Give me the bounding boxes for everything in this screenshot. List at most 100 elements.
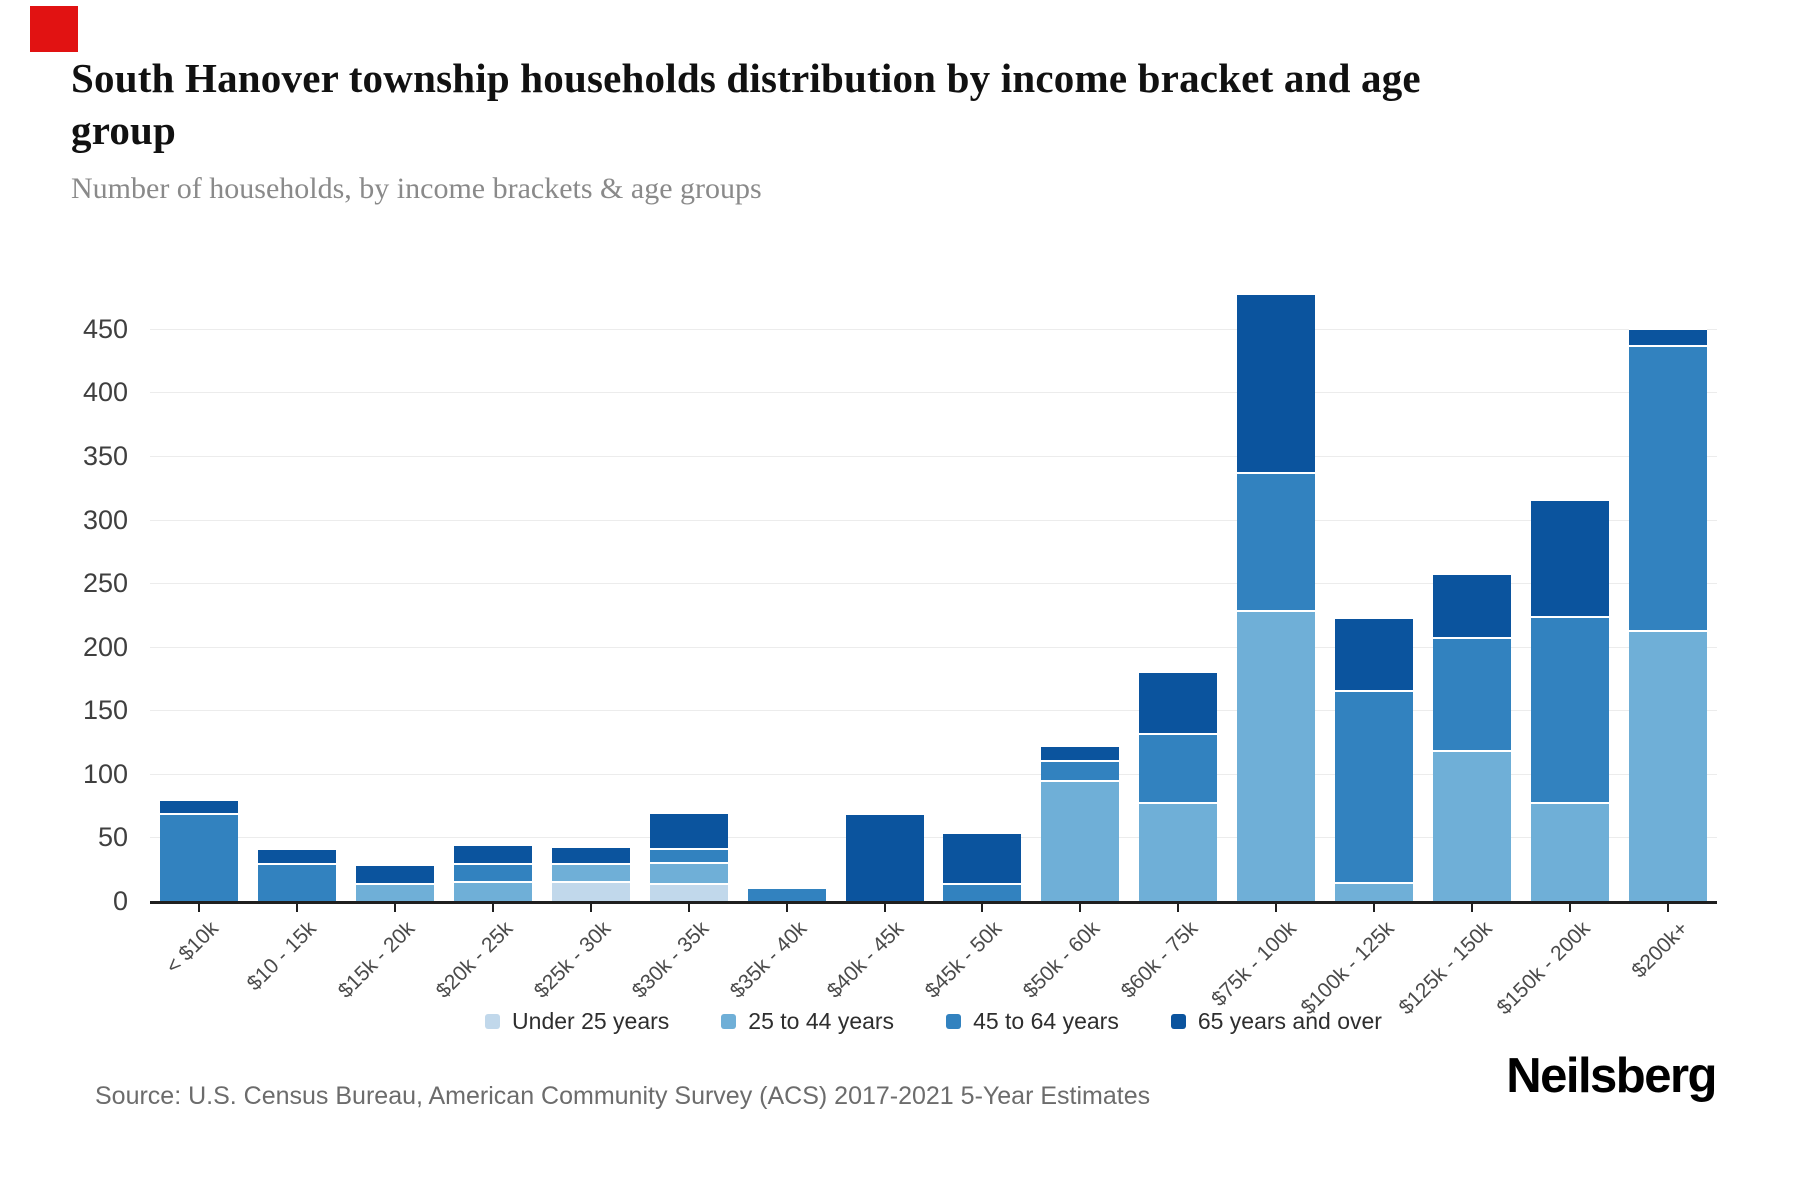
bar-segment-65-years-and-over[interactable]: [159, 799, 238, 814]
x-axis-tick: [981, 904, 984, 912]
gridline-y350: [150, 455, 1717, 457]
bar-segment-65-years-and-over[interactable]: [1531, 499, 1610, 617]
bar-segment-25-to-44-years[interactable]: [1433, 749, 1512, 901]
legend-item-65-years-and-over[interactable]: 65 years and over: [1170, 1008, 1382, 1035]
bar--10k[interactable]: [159, 799, 238, 901]
bar-segment-65-years-and-over[interactable]: [355, 864, 434, 884]
bar--25k-30k[interactable]: [551, 846, 630, 901]
y-axis-tick-label: 100: [82, 758, 128, 789]
y-axis-tick-label: 0: [112, 886, 128, 916]
bar-segment-45-to-64-years[interactable]: [159, 813, 238, 901]
x-axis-tick: [589, 904, 592, 912]
x-axis-tick-label: $10 - 15k: [242, 917, 322, 996]
legend-item-45-to-64-years[interactable]: 45 to 64 years: [946, 1008, 1119, 1035]
bar-segment-65-years-and-over[interactable]: [453, 843, 532, 863]
bar-segment-65-years-and-over[interactable]: [1041, 744, 1120, 760]
y-axis-tick-label: 250: [82, 568, 128, 599]
bar--100k-125k[interactable]: [1335, 617, 1414, 901]
gridline-y300: [150, 519, 1717, 521]
gridline-y50: [150, 837, 1717, 839]
bar-segment-25-to-44-years[interactable]: [1531, 801, 1610, 901]
x-axis-tick-label: $30k - 35k: [627, 917, 713, 1003]
bar-segment-45-to-64-years[interactable]: [1531, 616, 1610, 802]
bar--10-15k[interactable]: [257, 847, 336, 901]
bar-segment-65-years-and-over[interactable]: [257, 847, 336, 863]
legend-item-25-to-44-years[interactable]: 25 to 44 years: [721, 1008, 894, 1035]
legend-swatch-icon: [721, 1014, 737, 1029]
bar--50k-60k[interactable]: [1041, 744, 1120, 901]
bar-segment-25-to-44-years[interactable]: [1139, 801, 1218, 901]
bar-segment-45-to-64-years[interactable]: [1335, 689, 1414, 882]
bar-segment-45-to-64-years[interactable]: [1237, 472, 1316, 610]
x-axis-tick: [1373, 904, 1376, 912]
bar-segment-under-25-years[interactable]: [649, 883, 728, 901]
bar-segment-65-years-and-over[interactable]: [551, 846, 630, 863]
x-axis-tick: [883, 904, 886, 912]
bar--45k-50k[interactable]: [943, 832, 1022, 901]
bar--75k-100k[interactable]: [1237, 293, 1316, 901]
bar--125k-150k[interactable]: [1433, 572, 1512, 901]
bar-segment-25-to-44-years[interactable]: [551, 862, 630, 881]
bar-segment-65-years-and-over[interactable]: [1237, 293, 1316, 473]
bar--40k-45k[interactable]: [845, 813, 924, 901]
x-axis-tick: [687, 904, 690, 912]
x-axis-tick-label: < $10k: [161, 917, 224, 979]
plot-area: 0 50 100 150 200 250 300 350 400 450 < $10k $10 - 1…: [83, 255, 1717, 1019]
y-axis-tick-label: 150: [82, 695, 128, 726]
bar-segment-25-to-44-years[interactable]: [649, 861, 728, 884]
bar--35k-40k[interactable]: [747, 887, 826, 901]
legend-label: 65 years and over: [1197, 1008, 1382, 1034]
x-axis-tick: [1569, 904, 1572, 912]
bar-segment-45-to-64-years[interactable]: [1629, 345, 1708, 631]
legend-label: 25 to 44 years: [748, 1008, 895, 1034]
legend-label: Under 25 years: [512, 1008, 670, 1034]
bar--200k+[interactable]: [1629, 327, 1708, 901]
bar-segment-45-to-64-years[interactable]: [257, 862, 336, 901]
gridline-y400: [150, 392, 1717, 394]
bar-segment-45-to-64-years[interactable]: [1041, 759, 1120, 781]
bar-segment-65-years-and-over[interactable]: [1139, 670, 1218, 734]
bar-segment-45-to-64-years[interactable]: [1139, 733, 1218, 802]
x-axis-tick: [295, 904, 298, 912]
chart-title: South Hanover township households distri…: [71, 55, 1421, 154]
bar-segment-25-to-44-years[interactable]: [1629, 630, 1708, 901]
x-axis-tick: [393, 904, 396, 912]
bar--15k-20k[interactable]: [355, 864, 434, 901]
x-axis-tick-label: $50k - 60k: [1019, 917, 1105, 1003]
bar--20k-25k[interactable]: [453, 843, 532, 901]
x-axis-tick-label: $20k - 25k: [431, 917, 518, 1003]
x-axis-tick: [1079, 904, 1082, 912]
bar-segment-65-years-and-over[interactable]: [1335, 617, 1414, 690]
gridline-y450: [150, 328, 1717, 330]
bar--150k-200k[interactable]: [1531, 499, 1610, 901]
bar-segment-25-to-44-years[interactable]: [1237, 609, 1316, 901]
bar-segment-65-years-and-over[interactable]: [1629, 327, 1708, 346]
bar-segment-65-years-and-over[interactable]: [845, 813, 924, 901]
x-axis-tick-label: $45k - 50k: [921, 917, 1007, 1003]
bar-segment-65-years-and-over[interactable]: [943, 832, 1022, 884]
bar-segment-45-to-64-years[interactable]: [747, 887, 826, 901]
legend-swatch-icon: [1170, 1014, 1186, 1029]
bar-segment-45-to-64-years[interactable]: [453, 862, 532, 881]
bar--60k-75k[interactable]: [1139, 670, 1218, 901]
legend-item-under-25-years[interactable]: Under 25 years: [485, 1008, 669, 1035]
red-corner-marker: [30, 6, 78, 52]
bar-segment-45-to-64-years[interactable]: [649, 847, 728, 862]
legend: Under 25 years 25 to 44 years 45 to 64 yea…: [150, 1008, 1717, 1035]
x-axis-tick-label: $150k - 200k: [1492, 917, 1595, 1020]
bar-segment-45-to-64-years[interactable]: [1433, 636, 1512, 750]
x-axis-tick-label: $75k - 100k: [1206, 917, 1301, 1011]
bar-segment-25-to-44-years[interactable]: [1041, 780, 1120, 901]
bar-segment-45-to-64-years[interactable]: [943, 883, 1022, 901]
bar-segment-under-25-years[interactable]: [551, 880, 630, 901]
bar-segment-25-to-44-years[interactable]: [453, 880, 532, 901]
bar-segment-25-to-44-years[interactable]: [355, 883, 434, 901]
y-axis-tick-label: 300: [82, 504, 128, 535]
bar-segment-65-years-and-over[interactable]: [1433, 572, 1512, 637]
y-axis-tick-label: 400: [82, 377, 128, 408]
x-axis-tick-label: $200k+: [1626, 917, 1693, 983]
bar-segment-65-years-and-over[interactable]: [649, 812, 728, 848]
bar-segment-25-to-44-years[interactable]: [1335, 881, 1414, 901]
x-axis-tick-label: $35k - 40k: [725, 917, 811, 1003]
bar--30k-35k[interactable]: [649, 812, 728, 901]
